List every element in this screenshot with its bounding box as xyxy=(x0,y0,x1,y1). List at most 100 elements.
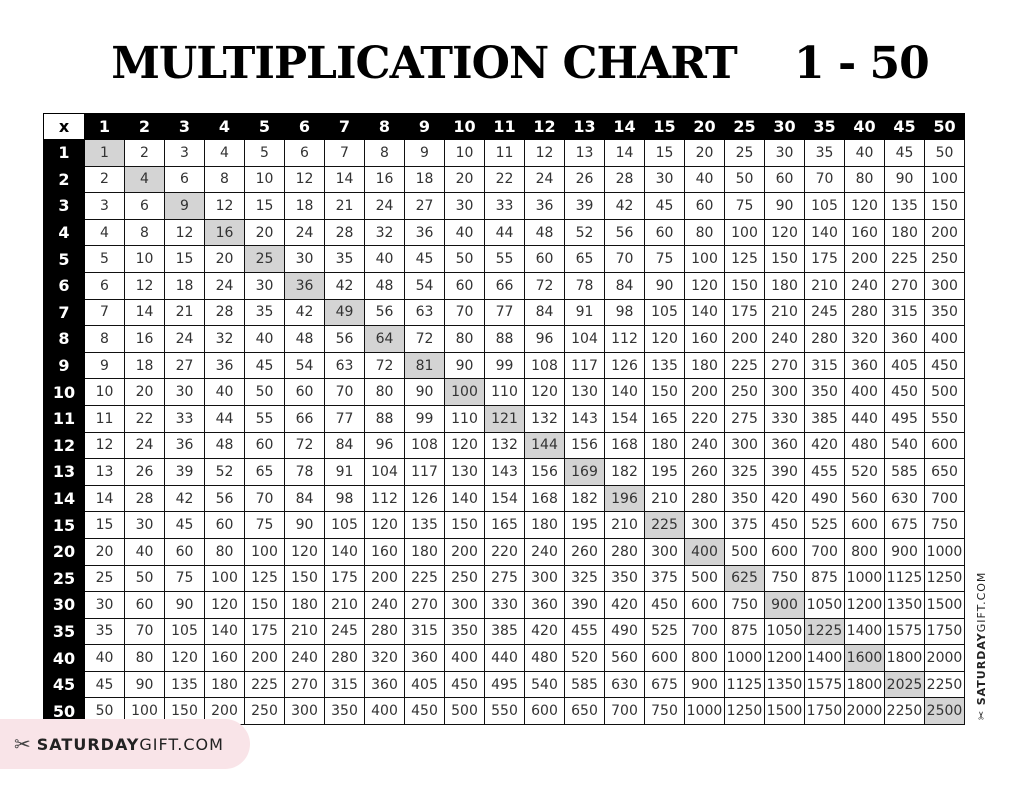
product-cell: 245 xyxy=(324,617,365,646)
square-cell: 121 xyxy=(484,404,525,433)
product-cell: 48 xyxy=(204,431,245,460)
product-cell: 750 xyxy=(764,564,805,593)
product-cell: 117 xyxy=(404,458,445,486)
product-cell: 495 xyxy=(884,404,925,433)
product-cell: 500 xyxy=(684,564,725,593)
product-cell: 480 xyxy=(844,431,885,460)
product-cell: 120 xyxy=(644,325,685,353)
product-cell: 21 xyxy=(164,298,205,327)
product-cell: 420 xyxy=(764,484,805,513)
product-cell: 90 xyxy=(284,511,325,539)
product-cell: 140 xyxy=(324,537,365,566)
product-cell: 600 xyxy=(764,537,805,566)
product-cell: 140 xyxy=(444,484,485,513)
product-cell: 35 xyxy=(324,245,365,273)
column-header: 3 xyxy=(164,113,205,140)
product-cell: 245 xyxy=(804,298,845,327)
table-row: 30 30 60 90 120 150 180 210 240 270 300 330 360 390 42… xyxy=(43,591,965,619)
product-cell: 700 xyxy=(684,617,725,646)
product-cell: 135 xyxy=(884,192,925,220)
product-cell: 50 xyxy=(124,564,165,593)
product-cell: 12 xyxy=(524,139,565,167)
square-cell: 2500 xyxy=(924,697,965,726)
product-cell: 360 xyxy=(764,431,805,460)
product-cell: 11 xyxy=(84,404,125,433)
product-cell: 156 xyxy=(524,458,565,486)
product-cell: 500 xyxy=(724,537,765,566)
product-cell: 2000 xyxy=(844,697,885,726)
product-cell: 84 xyxy=(524,298,565,327)
product-cell: 1400 xyxy=(844,617,885,646)
product-cell: 78 xyxy=(284,458,325,486)
product-cell: 4 xyxy=(204,139,245,167)
product-cell: 2000 xyxy=(924,644,965,672)
product-cell: 12 xyxy=(284,165,325,194)
product-cell: 70 xyxy=(324,378,365,406)
product-cell: 140 xyxy=(804,218,845,247)
product-cell: 52 xyxy=(204,458,245,486)
product-cell: 30 xyxy=(284,245,325,273)
product-cell: 210 xyxy=(604,511,645,539)
product-cell: 180 xyxy=(204,670,245,699)
product-cell: 9 xyxy=(84,351,125,380)
product-cell: 28 xyxy=(204,298,245,327)
product-cell: 90 xyxy=(764,192,805,220)
product-cell: 36 xyxy=(164,431,205,460)
product-cell: 125 xyxy=(724,245,765,273)
square-cell: 100 xyxy=(444,378,485,406)
row-header: 14 xyxy=(43,484,85,513)
product-cell: 280 xyxy=(604,537,645,566)
product-cell: 200 xyxy=(684,378,725,406)
product-cell: 300 xyxy=(284,697,325,726)
product-cell: 390 xyxy=(564,591,605,619)
product-cell: 50 xyxy=(444,245,485,273)
product-cell: 65 xyxy=(244,458,285,486)
product-cell: 63 xyxy=(404,298,445,327)
product-cell: 30 xyxy=(164,378,205,406)
product-cell: 65 xyxy=(564,245,605,273)
product-cell: 1750 xyxy=(804,697,845,726)
product-cell: 98 xyxy=(604,298,645,327)
product-cell: 240 xyxy=(764,325,805,353)
product-cell: 195 xyxy=(564,511,605,539)
product-cell: 110 xyxy=(484,378,525,406)
product-cell: 225 xyxy=(404,564,445,593)
table-row: 45 45 90 135 180 225 270 315 360 405 450 495 540 585 6… xyxy=(43,670,965,699)
table-row: 2 2 4 6 8 10 12 14 16 18 20 22 24 26 28 30 40 50 60 70 80 90 1… xyxy=(43,165,965,194)
product-cell: 180 xyxy=(284,591,325,619)
product-cell: 900 xyxy=(684,670,725,699)
product-cell: 42 xyxy=(604,192,645,220)
column-header: 20 xyxy=(684,113,725,140)
product-cell: 90 xyxy=(164,591,205,619)
column-header: 50 xyxy=(924,113,965,140)
product-cell: 600 xyxy=(644,644,685,672)
product-cell: 520 xyxy=(564,644,605,672)
product-cell: 420 xyxy=(524,617,565,646)
table-row: 50 50 100 150 200 250 300 350 400 450 500 550 600 650… xyxy=(43,697,965,726)
product-cell: 1250 xyxy=(924,564,965,593)
product-cell: 14 xyxy=(604,139,645,167)
product-cell: 20 xyxy=(444,165,485,194)
product-cell: 450 xyxy=(404,697,445,726)
product-cell: 1200 xyxy=(764,644,805,672)
product-cell: 165 xyxy=(644,404,685,433)
product-cell: 2250 xyxy=(924,670,965,699)
column-header: 1 xyxy=(84,113,125,140)
product-cell: 20 xyxy=(204,245,245,273)
product-cell: 1500 xyxy=(764,697,805,726)
product-cell: 126 xyxy=(404,484,445,513)
product-cell: 105 xyxy=(324,511,365,539)
product-cell: 25 xyxy=(724,139,765,167)
product-cell: 24 xyxy=(364,192,405,220)
logo-text: SATURDAYGIFT.COM xyxy=(37,735,224,754)
product-cell: 25 xyxy=(84,564,125,593)
product-cell: 18 xyxy=(164,271,205,300)
product-cell: 300 xyxy=(764,378,805,406)
product-cell: 3 xyxy=(84,192,125,220)
product-cell: 40 xyxy=(124,537,165,566)
product-cell: 42 xyxy=(324,271,365,300)
product-cell: 15 xyxy=(244,192,285,220)
product-cell: 44 xyxy=(204,404,245,433)
product-cell: 210 xyxy=(284,617,325,646)
product-cell: 150 xyxy=(724,271,765,300)
